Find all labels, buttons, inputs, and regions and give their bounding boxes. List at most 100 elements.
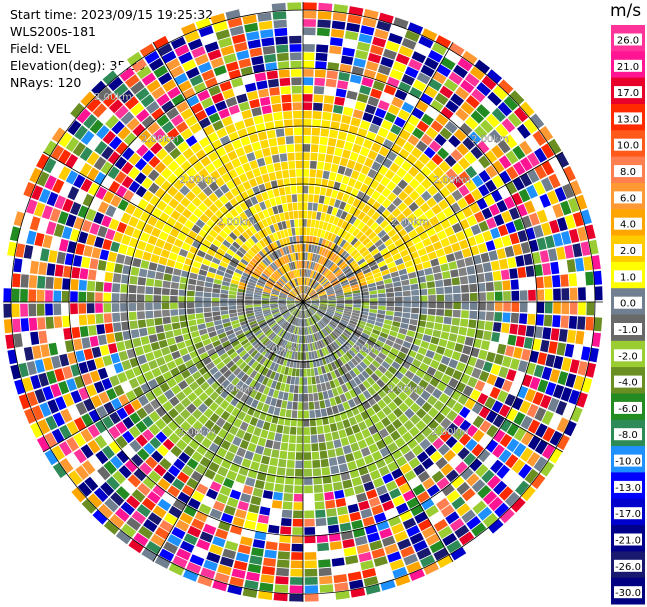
range-gate: [223, 53, 237, 64]
range-gate: [187, 230, 198, 240]
range-gate: [45, 303, 53, 316]
range-gate: [347, 360, 356, 369]
range-gate: [166, 107, 180, 120]
range-gate: [170, 309, 179, 316]
range-gate: [471, 479, 486, 493]
range-gate: [499, 508, 515, 524]
range-gate: [145, 352, 155, 362]
range-gate: [533, 264, 543, 277]
range-gate: [361, 305, 370, 309]
range-gate: [420, 554, 436, 568]
range-gate: [549, 414, 562, 429]
range-gate: [100, 161, 113, 175]
range-gate: [292, 236, 297, 244]
range-gate: [548, 448, 563, 464]
range-gate: [20, 318, 30, 332]
range-gate: [436, 309, 445, 316]
range-gate: [208, 192, 219, 203]
range-gate: [138, 394, 149, 407]
range-gate: [278, 338, 284, 347]
range-gate: [321, 319, 328, 326]
range-gate: [327, 516, 339, 526]
range-gate: [288, 245, 293, 254]
range-gate: [357, 373, 366, 383]
range-gate: [291, 308, 298, 315]
range-gate: [287, 254, 292, 262]
range-gate: [539, 125, 554, 142]
range-gate: [254, 479, 265, 490]
range-gate: [352, 307, 361, 311]
range-gate: [499, 170, 512, 184]
range-gate: [337, 455, 346, 465]
range-gate: [171, 275, 181, 283]
range-gate: [96, 405, 108, 419]
range-gate: [389, 69, 404, 81]
range-gate: [224, 272, 233, 279]
range-gate: [124, 368, 136, 380]
range-gate: [308, 289, 314, 296]
range-gate: [285, 283, 292, 290]
range-gate: [248, 216, 257, 225]
range-gate: [251, 325, 260, 331]
range-gate: [306, 277, 310, 286]
range-gate: [235, 165, 245, 176]
range-gate: [261, 297, 270, 301]
range-gate: [415, 353, 425, 362]
range-gate: [229, 261, 238, 268]
range-gate: [320, 256, 326, 265]
range-gate: [303, 244, 306, 252]
range-gate: [162, 316, 171, 325]
range-gate: [349, 388, 357, 398]
range-gate: [435, 457, 448, 470]
range-gate: [448, 234, 458, 245]
range-gate: [283, 312, 290, 318]
range-gate: [534, 407, 547, 422]
range-gate: [513, 347, 523, 359]
range-gate: [38, 372, 49, 387]
range-gate: [143, 442, 156, 455]
range-gate: [191, 46, 206, 58]
range-gate: [295, 302, 303, 305]
range-gate: [257, 319, 266, 325]
range-gate: [508, 475, 523, 490]
range-gate: [186, 477, 199, 490]
range-gate: [71, 267, 81, 279]
range-gate: [239, 536, 253, 547]
range-gate: [509, 323, 519, 335]
range-gate: [303, 300, 311, 302]
range-gate: [238, 246, 247, 255]
range-gate: [162, 309, 170, 317]
range-gate: [177, 232, 187, 242]
range-gate: [177, 471, 190, 484]
colorbar-tick-label: -6.0: [618, 404, 638, 415]
range-gate: [247, 281, 256, 287]
range-gate: [510, 497, 526, 513]
range-gate: [525, 135, 540, 151]
range-gate: [340, 437, 350, 447]
range-gate: [313, 228, 319, 237]
range-gate: [309, 270, 313, 278]
range-gate: [236, 332, 245, 340]
range-gate: [282, 501, 293, 510]
range-gate: [395, 302, 403, 307]
range-gate: [256, 354, 264, 363]
range-gate: [381, 119, 393, 131]
range-gate: [440, 504, 455, 518]
range-gate: [319, 374, 325, 383]
range-gate: [170, 295, 178, 302]
range-gate: [261, 37, 275, 47]
range-gate: [448, 71, 463, 85]
range-gate: [430, 99, 444, 112]
range-gate: [290, 577, 303, 585]
range-gate: [254, 363, 262, 372]
range-gate: [528, 289, 536, 301]
range-gate: [260, 323, 268, 329]
range-gate: [354, 135, 365, 146]
range-gate: [407, 114, 420, 127]
range-gate: [229, 425, 239, 436]
range-gate: [456, 361, 466, 372]
range-gate: [440, 57, 456, 71]
range-gate: [281, 94, 292, 103]
range-gate: [313, 254, 318, 262]
range-gate: [323, 346, 330, 355]
